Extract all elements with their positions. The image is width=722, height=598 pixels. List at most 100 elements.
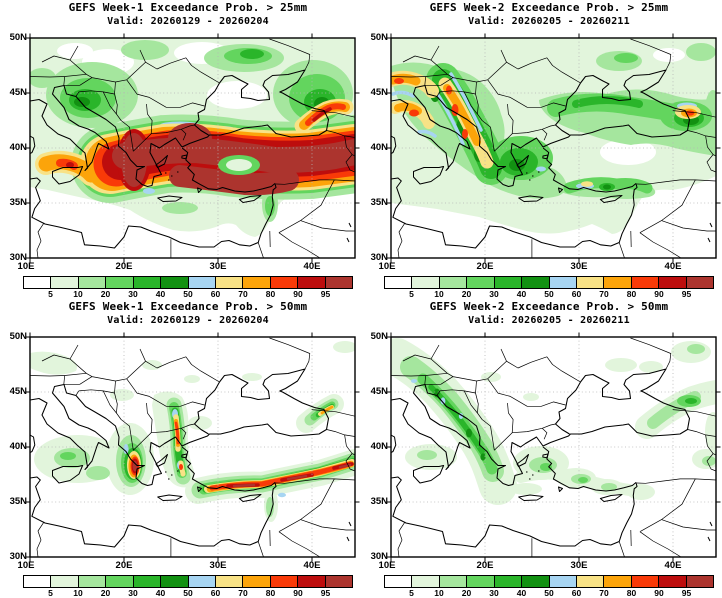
colorbar-segment <box>630 276 660 289</box>
lon-tick-label: 10E <box>17 560 35 571</box>
colorbar-segment <box>187 276 216 289</box>
lat-tick-label: 40N <box>9 441 27 452</box>
colorbar-segment <box>493 276 523 289</box>
colorbar-segment <box>685 276 715 289</box>
panel-title: GEFS Week-1 Exceedance Prob. > 50mm <box>68 300 308 313</box>
lat-tick-label: 30N <box>9 551 27 562</box>
map-canvas <box>25 332 360 562</box>
colorbar-segment <box>521 575 550 588</box>
lat-tick-label: 50N <box>9 331 27 342</box>
colorbar-tick-label: 30 <box>489 588 499 598</box>
axis-tick-marks <box>386 33 721 263</box>
colorbar-segment <box>603 575 632 588</box>
colorbar-tick-label: 10 <box>73 588 83 598</box>
colorbar-segment <box>411 575 440 588</box>
colorbar-tick-label: 95 <box>320 588 331 598</box>
colorbar-segment <box>521 276 550 289</box>
colorbar-tick-label: 60 <box>571 289 582 299</box>
lat-tick-label: 50N <box>370 32 388 43</box>
colorbar <box>384 276 715 289</box>
colorbar-tick-label: 95 <box>681 588 692 598</box>
lon-tick-label: 20E <box>476 261 494 272</box>
lat-tick-label: 30N <box>370 551 388 562</box>
colorbar-tick-label: 90 <box>293 588 303 598</box>
colorbar-segment <box>438 575 468 588</box>
lat-tick-label: 45N <box>9 386 27 397</box>
panel-valid-dates: Valid: 20260129 - 20260204 <box>107 16 269 27</box>
colorbar-tick-label: 5 <box>48 588 53 598</box>
colorbar-tick-label: 95 <box>681 289 692 299</box>
colorbar-segment <box>160 575 189 588</box>
colorbar-segment <box>50 276 79 289</box>
colorbar-segment <box>23 575 52 588</box>
colorbar-segment <box>658 575 687 588</box>
colorbar-ticks: 5 10 20 30 40 50 60 70 80 90 95 <box>23 289 353 299</box>
colorbar-segment <box>384 575 413 588</box>
colorbar-segment <box>384 276 413 289</box>
colorbar-segment <box>297 276 326 289</box>
lon-tick-label: 30E <box>209 560 227 571</box>
panel-valid-dates: Valid: 20260205 - 20260211 <box>468 315 630 326</box>
colorbar-segment <box>77 276 107 289</box>
panel-valid-dates: Valid: 20260129 - 20260204 <box>107 315 269 326</box>
colorbar-segment <box>77 575 107 588</box>
lon-tick-label: 40E <box>664 261 682 272</box>
colorbar-segment <box>105 575 134 588</box>
colorbar-segment <box>658 276 687 289</box>
panel-title: GEFS Week-2 Exceedance Prob. > 50mm <box>429 300 669 313</box>
colorbar-segment <box>548 575 577 588</box>
colorbar-segment <box>105 276 134 289</box>
colorbar-segment <box>493 575 523 588</box>
colorbar-tick-label: 10 <box>434 588 444 598</box>
colorbar-segment <box>466 575 495 588</box>
colorbar-segment <box>324 575 354 588</box>
colorbar-tick-label: 30 <box>128 588 138 598</box>
colorbar-tick-label: 50 <box>183 588 193 598</box>
colorbar-tick-label: 95 <box>320 289 331 299</box>
map-canvas <box>386 332 721 562</box>
colorbar-segment <box>466 276 495 289</box>
colorbar-tick-label: 90 <box>654 588 664 598</box>
colorbar-segment <box>214 575 244 588</box>
colorbar-segment <box>269 276 299 289</box>
lon-tick-label: 10E <box>378 261 396 272</box>
colorbar-segment <box>297 575 326 588</box>
map-frame <box>25 332 360 562</box>
colorbar-segment <box>438 276 468 289</box>
colorbar-segment <box>548 276 577 289</box>
map-canvas <box>386 33 721 263</box>
colorbar-segment <box>630 575 660 588</box>
colorbar-tick-label: 5 <box>48 289 53 299</box>
axis-tick-marks <box>386 332 721 562</box>
colorbar-segment <box>132 276 162 289</box>
colorbar-tick-label: 60 <box>571 588 582 598</box>
colorbar-ticks: 5 10 20 30 40 50 60 70 80 90 95 <box>384 289 714 299</box>
lat-tick-label: 50N <box>9 32 27 43</box>
lon-tick-label: 10E <box>17 261 35 272</box>
colorbar <box>384 575 715 588</box>
panel-title: GEFS Week-2 Exceedance Prob. > 25mm <box>429 1 669 14</box>
colorbar-segment <box>50 575 79 588</box>
lat-tick-label: 35N <box>370 197 388 208</box>
lon-tick-label: 30E <box>570 261 588 272</box>
map-canvas <box>25 33 360 263</box>
colorbar-segment <box>132 575 162 588</box>
lat-tick-label: 40N <box>9 142 27 153</box>
lat-tick-label: 40N <box>370 441 388 452</box>
colorbar-tick-label: 10 <box>73 289 83 299</box>
axis-tick-marks <box>25 332 360 562</box>
lon-tick-label: 30E <box>209 261 227 272</box>
lon-tick-label: 20E <box>115 560 133 571</box>
colorbar-tick-label: 40 <box>516 588 527 598</box>
colorbar-tick-label: 90 <box>654 289 664 299</box>
lat-tick-label: 50N <box>370 331 388 342</box>
lon-tick-label: 40E <box>664 560 682 571</box>
lat-tick-label: 30N <box>370 252 388 263</box>
lat-tick-label: 30N <box>9 252 27 263</box>
colorbar-tick-label: 20 <box>461 289 472 299</box>
colorbar-tick-label: 20 <box>461 588 472 598</box>
colorbar-segment <box>685 575 715 588</box>
colorbar-tick-label: 30 <box>489 289 499 299</box>
colorbar-tick-label: 80 <box>626 289 637 299</box>
